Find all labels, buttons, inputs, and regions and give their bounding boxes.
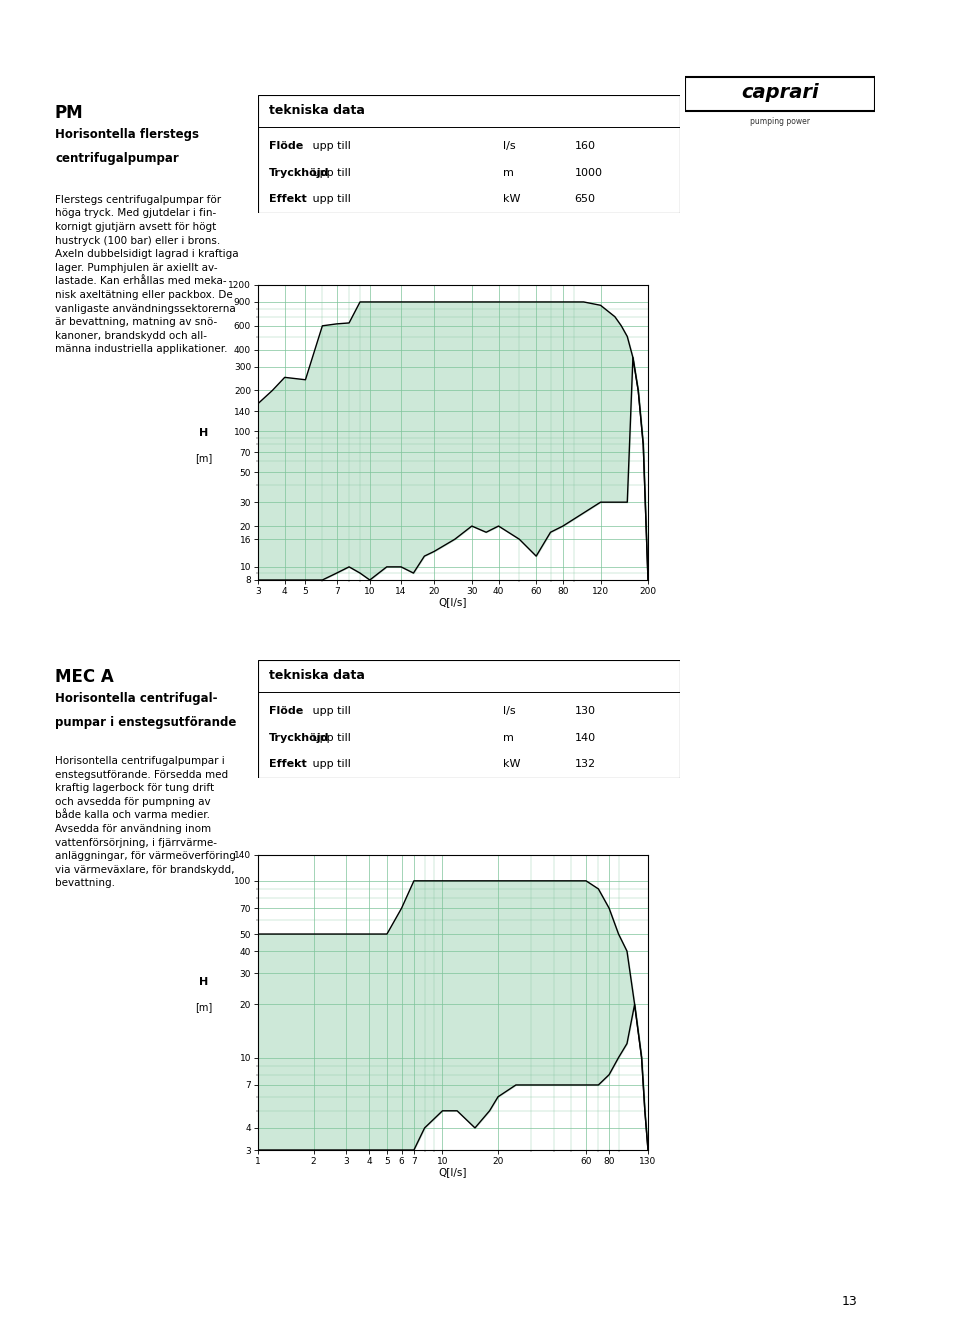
FancyBboxPatch shape [685, 76, 875, 111]
Text: 13: 13 [842, 1295, 857, 1308]
Text: 140: 140 [574, 733, 595, 744]
Text: upp till: upp till [309, 760, 350, 769]
Text: upp till: upp till [309, 195, 350, 204]
Text: 132: 132 [574, 760, 595, 769]
Text: 1000: 1000 [574, 168, 603, 179]
Text: pumping power: pumping power [750, 117, 810, 127]
Text: Horisontella centrifugalpumpar i
enstegsutförande. Försedda med
kraftig lagerboc: Horisontella centrifugalpumpar i enstegs… [55, 756, 236, 888]
FancyBboxPatch shape [258, 95, 680, 214]
Text: upp till: upp till [309, 142, 350, 151]
X-axis label: Q[l/s]: Q[l/s] [439, 1167, 468, 1177]
Text: MEC A: MEC A [55, 668, 113, 686]
Text: 650: 650 [574, 195, 595, 204]
Text: Tryckhöjd: Tryckhöjd [269, 733, 329, 744]
Text: tekniska data: tekniska data [269, 669, 365, 682]
Text: H: H [199, 427, 208, 438]
Text: kW: kW [503, 760, 520, 769]
Text: Horisontella centrifugal-: Horisontella centrifugal- [55, 692, 218, 705]
Text: [m]: [m] [195, 1003, 212, 1012]
Text: PM: PM [55, 104, 84, 123]
Text: [m]: [m] [195, 453, 212, 463]
FancyBboxPatch shape [258, 659, 680, 778]
Text: centrifugalpumpar: centrifugalpumpar [55, 152, 179, 166]
Text: m: m [503, 168, 514, 179]
Text: m: m [503, 733, 514, 744]
Text: Horisontella flerstegs: Horisontella flerstegs [55, 128, 199, 142]
X-axis label: Q[l/s]: Q[l/s] [439, 597, 468, 607]
Text: kW: kW [503, 195, 520, 204]
Text: upp till: upp till [309, 733, 350, 744]
Text: Flöde: Flöde [269, 142, 302, 151]
Text: Flerstegs centrifugalpumpar för
höga tryck. Med gjutdelar i fin-
kornigt gjutjär: Flerstegs centrifugalpumpar för höga try… [55, 195, 239, 354]
Text: H: H [199, 977, 208, 987]
Text: 130: 130 [574, 706, 595, 717]
Text: 160: 160 [574, 142, 595, 151]
Text: pumpar i enstegsutförande: pumpar i enstegsutförande [55, 716, 236, 729]
Text: upp till: upp till [309, 168, 350, 179]
Text: caprari: caprari [741, 83, 819, 101]
Text: Effekt: Effekt [269, 760, 306, 769]
Text: Flöde: Flöde [269, 706, 302, 717]
Text: l/s: l/s [503, 706, 516, 717]
Text: upp till: upp till [309, 706, 350, 717]
Text: l/s: l/s [503, 142, 516, 151]
Text: Tryckhöjd: Tryckhöjd [269, 168, 329, 179]
Text: tekniska data: tekniska data [269, 104, 365, 117]
Text: Effekt: Effekt [269, 195, 306, 204]
